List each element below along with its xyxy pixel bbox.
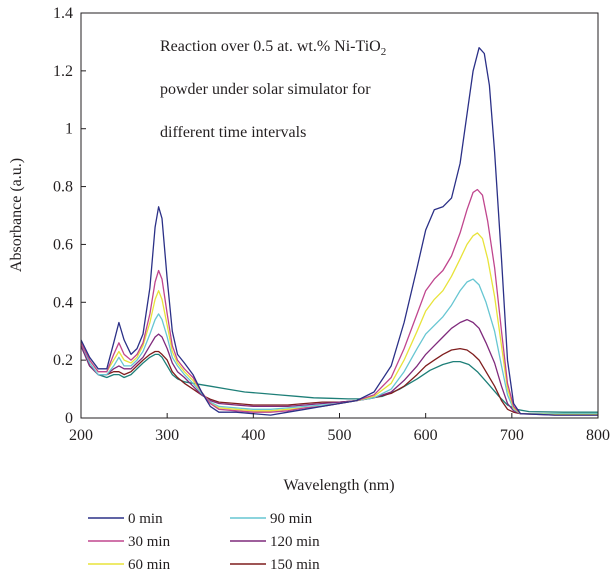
x-tick-label: 800 <box>586 427 610 444</box>
x-axis-label: Wavelength (nm) <box>283 477 394 494</box>
x-tick-label: 600 <box>414 427 438 444</box>
y-axis-label: Absorbance (a.u.) <box>8 158 25 272</box>
plot-frame <box>80 12 599 419</box>
x-tick-label: 300 <box>155 427 179 444</box>
annotation-line-1: Reaction over 0.5 at. wt.% Ni-TiO2 <box>160 38 386 58</box>
legend-label: 150 min <box>270 557 320 573</box>
series-line-90-min <box>80 278 598 415</box>
legend: 0 min 30 min 60 min 90 min 120 min 150 min <box>88 511 320 573</box>
x-axis-ticks: 200 300 400 500 600 700 800 <box>69 413 610 444</box>
annotation-line-1-subscript: 2 <box>381 46 387 58</box>
x-tick-label: 400 <box>241 427 265 444</box>
series-line-30-min <box>80 188 598 416</box>
series-line-150-min <box>80 345 598 415</box>
annotation-line-3: different time intervals <box>160 124 306 141</box>
series-line-60-min <box>80 232 598 416</box>
legend-label: 30 min <box>128 534 171 550</box>
y-tick-label: 1 <box>65 121 73 138</box>
y-tick-label: 1.4 <box>53 5 73 22</box>
legend-label: 0 min <box>128 511 163 527</box>
series-line-unlabeled <box>80 345 598 413</box>
plot-lines <box>80 47 598 416</box>
y-axis-ticks: 0 0.2 0.4 0.6 0.8 1 1.2 1.4 <box>53 5 86 427</box>
y-tick-label: 0.6 <box>53 236 73 253</box>
y-tick-label: 0.8 <box>53 179 73 196</box>
y-tick-label: 1.2 <box>53 63 73 80</box>
legend-label: 120 min <box>270 534 320 550</box>
y-tick-label: 0.4 <box>53 294 73 311</box>
annotation-line-1-text: Reaction over 0.5 at. wt.% Ni-TiO <box>160 38 381 55</box>
x-tick-label: 500 <box>328 427 352 444</box>
x-tick-label: 200 <box>69 427 93 444</box>
legend-label: 90 min <box>270 511 313 527</box>
legend-label: 60 min <box>128 557 171 573</box>
series-line-0-min <box>80 47 598 416</box>
annotation-line-2: powder under solar simulator for <box>160 81 371 98</box>
x-tick-label: 700 <box>500 427 524 444</box>
y-tick-label: 0.2 <box>53 352 73 369</box>
y-tick-label: 0 <box>65 410 73 427</box>
series-line-120-min <box>80 318 598 415</box>
